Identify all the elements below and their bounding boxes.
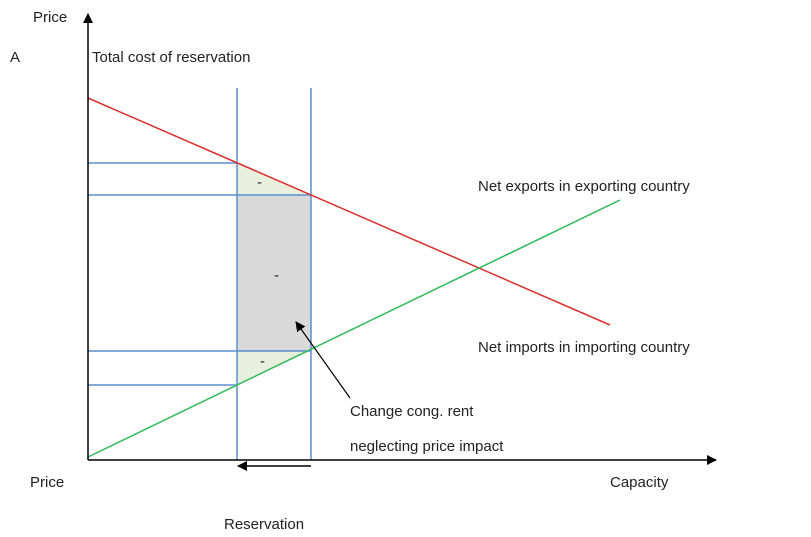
reservation-label: Reservation xyxy=(224,516,304,533)
y-axis-label: Price xyxy=(33,9,67,26)
net-exports-label: Net exports in exporting country xyxy=(478,178,690,195)
annotation-arrow xyxy=(295,321,351,399)
annotation-text: neglecting price impact xyxy=(350,438,504,455)
total-cost-label: Total cost of reservation xyxy=(92,49,250,66)
blue-lines xyxy=(88,88,312,460)
export-supply-line xyxy=(87,199,621,458)
corner-label: A xyxy=(10,49,20,66)
minus-sign: - xyxy=(274,267,279,284)
net-imports-label: Net imports in importing country xyxy=(478,339,690,356)
x-axis-label: Capacity xyxy=(610,474,669,491)
import-demand-line xyxy=(87,97,611,326)
minus-sign: - xyxy=(257,174,262,191)
annotation-text: Change cong. rent xyxy=(350,403,474,420)
minus-sign: - xyxy=(260,353,265,370)
price-label: Price xyxy=(30,474,64,491)
